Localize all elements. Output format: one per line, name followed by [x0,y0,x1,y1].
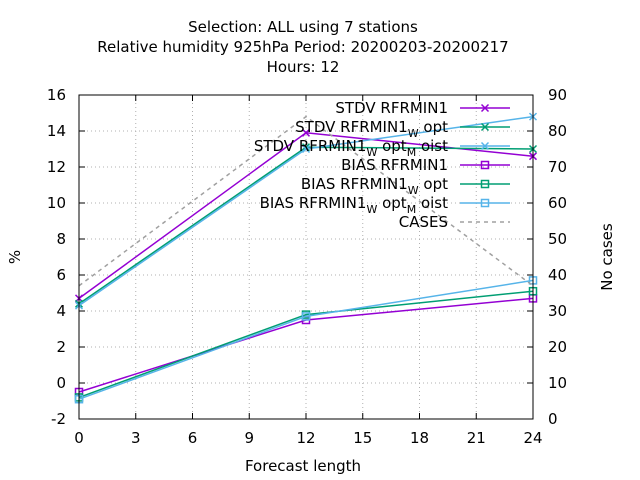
legend-label: STDV RFRMIN1W opt [295,118,448,140]
y2-tick-label: 70 [548,158,567,176]
y-tick-label: 0 [56,374,66,392]
legend-label-part: BIAS RFRMIN1 [260,194,367,212]
data-point [301,144,311,154]
title-line-3: Hours: 12 [267,58,340,76]
legend-label-part: BIAS RFRMIN1 [301,175,408,193]
x-tick-label: 15 [353,429,372,447]
legend-label-part: W [408,127,419,140]
chart-title: Selection: ALL using 7 stations Relative… [97,18,508,76]
series-line [78,290,534,399]
legend-label-part: BIAS RFRMIN1 [341,156,448,174]
title-line-2: Relative humidity 925hPa Period: 2020020… [97,38,508,56]
legend-marker [480,103,490,113]
x-tick-label: 0 [74,429,84,447]
series-line [78,279,534,400]
x-axis-label: Forecast length [245,457,361,475]
legend-label-part: opt [377,137,406,155]
legend-marker-stroke [480,103,490,113]
legend-label-part: M [407,146,417,159]
legend-label-part: opt [377,194,406,212]
legend-marker-stroke [480,141,490,151]
legend-label: STDV RFRMIN1 [335,99,448,117]
y2-axis-label: No cases [598,223,616,291]
title-line-1: Selection: ALL using 7 stations [188,18,418,36]
y-tick-label: 14 [47,122,66,140]
legend-label-part: W [408,184,419,197]
series-line [78,146,534,305]
legend-label-part: oist [416,137,448,155]
y2-tick-label: 30 [548,302,567,320]
y-tick-label: 2 [56,338,66,356]
legend-label-part: STDV RFRMIN1 [254,137,367,155]
legend-label-part: STDV RFRMIN1 [295,118,408,136]
legend-label: CASES [399,213,448,231]
legend-label: BIAS RFRMIN1 [341,156,448,174]
data-point-stroke [301,143,311,152]
legend-marker [480,122,490,132]
y2-tick-label: 90 [548,86,567,104]
data-point [301,128,311,137]
y2-tick-label: 60 [548,194,567,212]
y-tick-label: 16 [47,86,66,104]
legend-marker [480,198,490,208]
data-point [301,312,311,321]
y2-tick-label: 0 [548,410,558,428]
y-tick-label: 6 [56,266,66,284]
axis-ticks: 0 3 6 9 12 15 18 21 24-2024681012141601020304050… [47,86,567,447]
legend-label-part: opt [419,118,448,136]
y-tick-label: -2 [51,410,66,428]
legend-label: BIAS RFRMIN1W optM oist [260,194,449,216]
y2-tick-label: 40 [548,266,567,284]
legend-label-part: W [366,146,377,159]
legend-label-part: STDV RFRMIN1 [335,99,448,117]
data-point [301,143,311,152]
legend-label: BIAS RFRMIN1W opt [301,175,448,197]
x-tick-label: 12 [296,429,315,447]
y2-tick-label: 80 [548,122,567,140]
y-tick-label: 12 [47,158,66,176]
y2-tick-label: 20 [548,338,567,356]
x-tick-label: 21 [467,429,486,447]
series-line [78,115,534,287]
legend-marker [480,141,490,151]
legend-label-part: oist [416,194,448,212]
legend-marker-stroke [480,122,490,132]
data-point-stroke [301,128,311,137]
data-point-stroke [301,144,311,154]
x-tick-label: 18 [410,429,429,447]
legend-label: STDV RFRMIN1W optM oist [254,137,448,159]
x-tick-label: 9 [244,429,254,447]
y-axis-label: % [6,250,24,264]
legend-label-part: W [366,203,377,216]
y2-tick-label: 10 [548,374,567,392]
y-tick-label: 8 [56,230,66,248]
x-tick-label: 6 [188,429,198,447]
x-tick-label: 24 [523,429,542,447]
legend-label-part: M [407,203,417,216]
legend-label-part: opt [419,175,448,193]
legend-label-part: CASES [399,213,448,231]
y2-tick-label: 50 [548,230,567,248]
legend-marker [480,160,490,170]
x-tick-label: 3 [131,429,141,447]
y-tick-label: 10 [47,194,66,212]
y-tick-label: 4 [56,302,66,320]
legend-marker [480,179,490,189]
